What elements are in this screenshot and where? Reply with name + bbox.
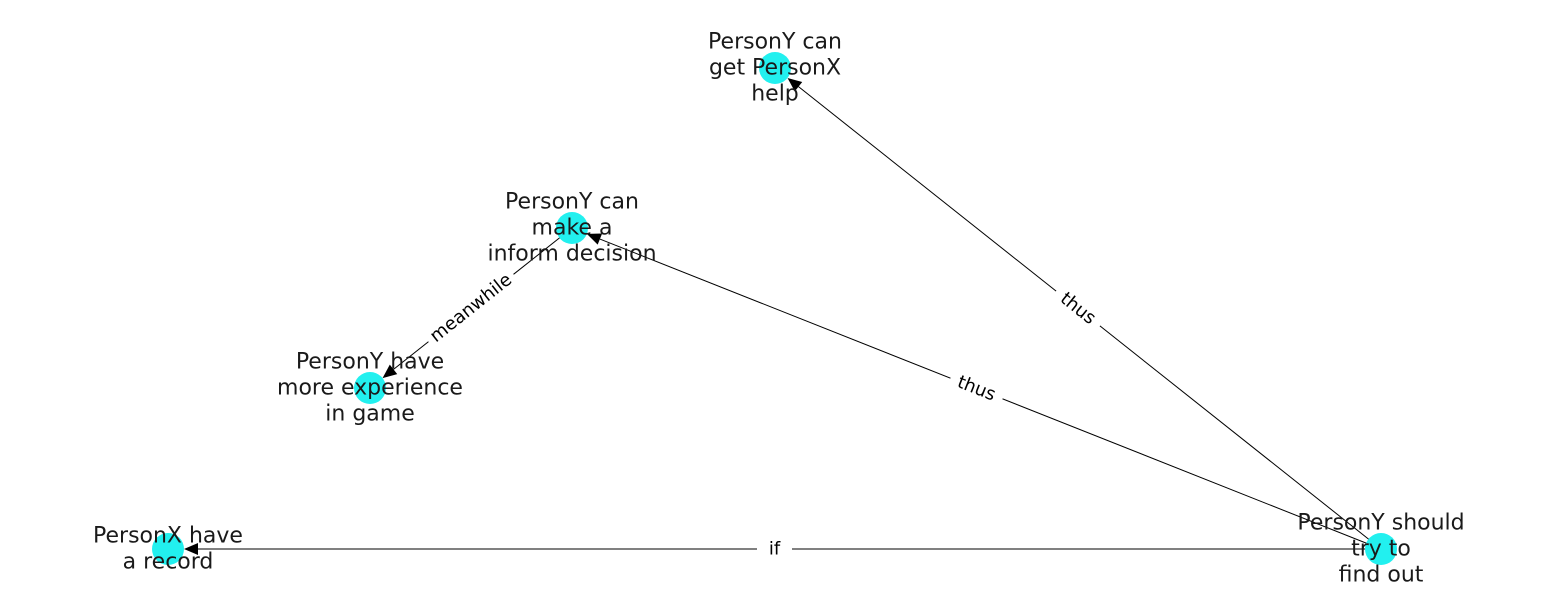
edge-arrowhead: [382, 364, 398, 379]
edge-arrowhead: [184, 543, 198, 555]
edge-label-group: thus: [946, 367, 1007, 410]
node-n1: [759, 52, 791, 84]
edge-label-group: thus: [1048, 281, 1108, 336]
node-n2: [556, 212, 588, 244]
edge-label-background: [421, 264, 521, 352]
node-label-line: a record: [123, 550, 214, 575]
node-label-line: PersonY should: [1297, 511, 1464, 536]
edge-labels-layer: thus thus meanwhile if: [421, 264, 1108, 561]
edge-arrowhead: [787, 77, 803, 92]
node-label-line: PersonY can: [505, 190, 639, 215]
edge-label-background: [757, 537, 792, 561]
edge-label: meanwhile: [426, 269, 516, 346]
node-label-line: make a: [532, 216, 613, 241]
node-n3: [354, 372, 386, 404]
node-n4: [152, 533, 184, 565]
nodes-layer: [152, 52, 1397, 565]
edge-label-background: [1048, 281, 1108, 336]
node-label-line: get PersonX: [709, 56, 841, 81]
edge-label-group: if: [757, 537, 792, 561]
node-label-line: more experience: [277, 376, 463, 401]
edge-label-background: [946, 367, 1007, 410]
node-label-line: inform decision: [487, 242, 656, 267]
edge-label: if: [769, 539, 781, 560]
node-label-line: find out: [1339, 563, 1424, 588]
node-label-line: in game: [325, 402, 414, 427]
node-n5: [1365, 533, 1397, 565]
node-label-line: PersonX have: [93, 524, 243, 549]
node-label-line: try to: [1351, 537, 1411, 562]
node-label-line: PersonY can: [708, 30, 842, 55]
node-label-line: PersonY have: [296, 350, 444, 375]
edge-label-group: meanwhile: [421, 264, 521, 352]
edges-layer: [184, 77, 1382, 555]
node-label-line: help: [751, 82, 799, 107]
edge-arrowhead: [586, 233, 603, 245]
